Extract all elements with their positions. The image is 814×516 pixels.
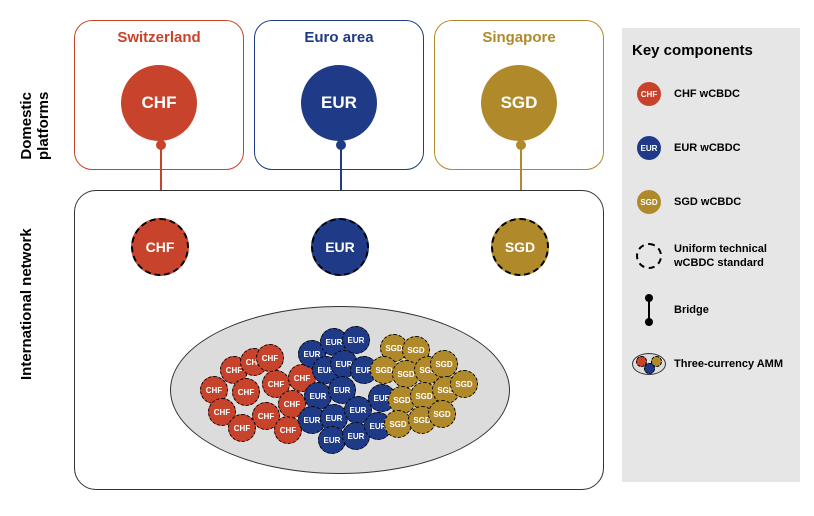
pool-token: SGD bbox=[450, 370, 478, 398]
legend-row: Uniform technical wCBDC standard bbox=[632, 239, 790, 273]
legend-circle-icon: EUR bbox=[632, 131, 666, 165]
wcbdc-node-sgd: SGD bbox=[491, 218, 549, 276]
legend-row: EUR EUR wCBDC bbox=[632, 131, 790, 165]
platform-title: Singapore bbox=[435, 29, 603, 46]
label-international-network: International network bbox=[18, 228, 35, 380]
legend-circle-icon: SGD bbox=[632, 185, 666, 219]
legend-title: Key components bbox=[632, 42, 790, 59]
legend-row: CHF CHF wCBDC bbox=[632, 77, 790, 111]
legend-dashed-icon bbox=[632, 239, 666, 273]
label-domestic-platforms: Domestic platforms bbox=[18, 92, 53, 160]
legend-text: Three-currency AMM bbox=[674, 357, 783, 371]
legend-row: Three-currency AMM bbox=[632, 347, 790, 381]
pool-token: CHF bbox=[232, 378, 260, 406]
legend-row: Bridge bbox=[632, 293, 790, 327]
wcbdc-node-eur: EUR bbox=[311, 218, 369, 276]
legend-amm-icon bbox=[632, 347, 666, 381]
platform-title: Euro area bbox=[255, 29, 423, 46]
amm-pool: CHFCHFCHFCHFCHFCHFCHFCHFCHFCHFCHFCHFEURE… bbox=[170, 306, 510, 474]
legend-text: EUR wCBDC bbox=[674, 141, 741, 155]
legend-circle-icon: CHF bbox=[632, 77, 666, 111]
pool-token: CHF bbox=[228, 414, 256, 442]
pool-token: SGD bbox=[428, 400, 456, 428]
bridge-dot bbox=[156, 140, 166, 150]
currency-circle-chf: CHF bbox=[121, 65, 197, 141]
wcbdc-node-chf: CHF bbox=[131, 218, 189, 276]
currency-circle-eur: EUR bbox=[301, 65, 377, 141]
pool-token: CHF bbox=[256, 344, 284, 372]
bridge-dot bbox=[516, 140, 526, 150]
currency-circle-sgd: SGD bbox=[481, 65, 557, 141]
bridge-dot bbox=[336, 140, 346, 150]
legend-text: Bridge bbox=[674, 303, 709, 317]
legend-text: Uniform technical wCBDC standard bbox=[674, 242, 790, 271]
legend-text: CHF wCBDC bbox=[674, 87, 740, 101]
legend-row: SGD SGD wCBDC bbox=[632, 185, 790, 219]
platform-title: Switzerland bbox=[75, 29, 243, 46]
legend-panel: Key components CHF CHF wCBDC EUR EUR wCBDC S… bbox=[622, 28, 800, 482]
legend-text: SGD wCBDC bbox=[674, 195, 741, 209]
legend-bridge-icon bbox=[632, 293, 666, 327]
diagram-root: Domestic platforms International network… bbox=[0, 0, 814, 516]
